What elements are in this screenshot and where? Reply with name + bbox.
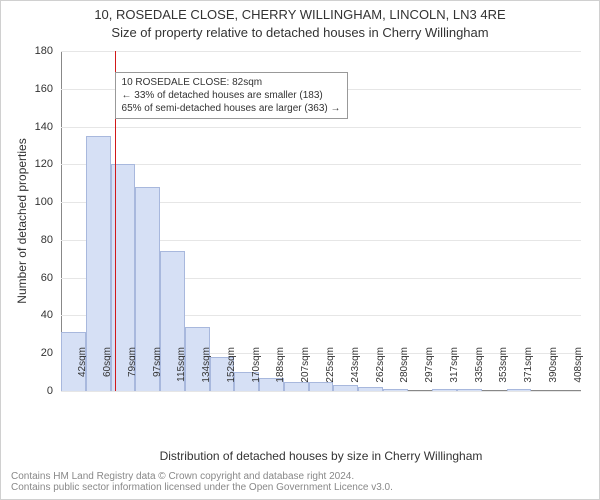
annotation-line-1: 10 ROSEDALE CLOSE: 82sqm [122,76,341,89]
plot-region: 02040608010012014016018042sqm60sqm79sqm9… [61,51,581,391]
y-tick-label: 180 [23,45,53,57]
y-tick-label: 20 [23,347,53,359]
gridline [61,164,581,165]
footer-line-2: Contains public sector information licen… [11,482,393,493]
x-axis-label: Distribution of detached houses by size … [61,449,581,463]
y-axis-label: Number of detached properties [15,51,35,391]
x-tick-label: 371sqm [523,347,534,397]
y-tick-label: 80 [23,234,53,246]
annotation-line-2: ← 33% of detached houses are smaller (18… [122,89,341,102]
gridline [61,51,581,52]
annotation-box: 10 ROSEDALE CLOSE: 82sqm← 33% of detache… [115,72,348,119]
histogram-chart: 02040608010012014016018042sqm60sqm79sqm9… [61,51,581,391]
y-tick-label: 40 [23,309,53,321]
x-tick-label: 335sqm [474,347,485,397]
y-tick-label: 100 [23,196,53,208]
y-tick-label: 160 [23,83,53,95]
footer-line-1: Contains HM Land Registry data © Crown c… [11,471,393,482]
y-tick-label: 0 [23,385,53,397]
y-tick-label: 120 [23,158,53,170]
annotation-line-3: 65% of semi-detached houses are larger (… [122,102,341,115]
x-tick-label: 408sqm [573,347,584,397]
y-tick-label: 140 [23,121,53,133]
title-line-2: Size of property relative to detached ho… [1,25,599,40]
footer-attribution: Contains HM Land Registry data © Crown c… [11,471,393,493]
gridline [61,127,581,128]
title-line-1: 10, ROSEDALE CLOSE, CHERRY WILLINGHAM, L… [1,7,599,22]
y-tick-label: 60 [23,272,53,284]
x-tick-label: 390sqm [548,347,559,397]
x-tick-label: 280sqm [399,347,410,397]
